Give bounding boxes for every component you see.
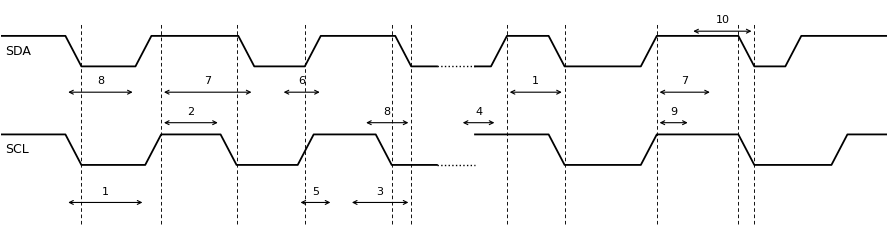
Text: 1: 1 bbox=[532, 76, 539, 86]
Text: 7: 7 bbox=[681, 76, 688, 86]
Text: 1: 1 bbox=[102, 187, 109, 197]
Text: 5: 5 bbox=[312, 187, 319, 197]
Text: 8: 8 bbox=[97, 76, 104, 86]
Text: 7: 7 bbox=[204, 76, 211, 86]
Text: 9: 9 bbox=[670, 107, 678, 117]
Text: 8: 8 bbox=[384, 107, 391, 117]
Text: 10: 10 bbox=[716, 15, 729, 25]
Text: SDA: SDA bbox=[5, 45, 31, 58]
Text: 4: 4 bbox=[475, 107, 482, 117]
Text: SCL: SCL bbox=[5, 143, 29, 156]
Text: 2: 2 bbox=[187, 107, 194, 117]
Text: 6: 6 bbox=[298, 76, 305, 86]
Text: 3: 3 bbox=[377, 187, 384, 197]
